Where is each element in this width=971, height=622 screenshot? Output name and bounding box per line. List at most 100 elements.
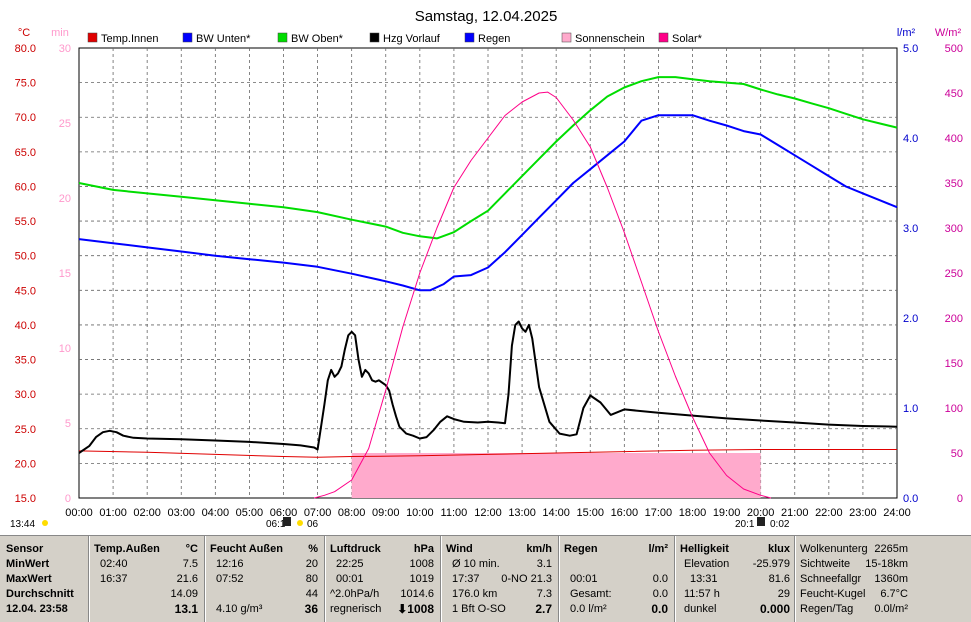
hum-abs: 4.10 g/m³	[216, 603, 263, 615]
separator	[558, 536, 560, 622]
left1-tick-label: 65.0	[15, 147, 36, 159]
x-tick-label: 24:00	[883, 507, 911, 519]
grid	[78, 47, 898, 499]
right1-tick-label: 2.0	[903, 313, 918, 325]
temp-avg: 14.09	[170, 588, 198, 600]
x-tick-label: 06:00	[270, 507, 298, 519]
left2-tick-label: 25	[59, 118, 71, 130]
x-tick-label: 20:00	[747, 507, 775, 519]
legend-swatch-solar	[658, 32, 669, 43]
right2-tick-label: 350	[945, 178, 963, 190]
wind-avg-val: 3.1	[536, 558, 552, 570]
x-tick-label: 22:00	[815, 507, 843, 519]
light-sun-v: 29	[777, 588, 790, 600]
light-header: Helligkeit	[680, 543, 729, 555]
legend-swatch-hzg-vorlauf	[369, 32, 380, 43]
left1-unit: °C	[18, 27, 30, 39]
right2-tick-label: 450	[945, 88, 963, 100]
wind-header: Wind	[446, 543, 473, 555]
hum-unit: %	[308, 543, 318, 555]
line-series	[78, 76, 898, 499]
solar-line	[314, 91, 772, 499]
sensor-header: Sensor	[6, 543, 44, 555]
min-label: MinWert	[6, 558, 50, 570]
wind-dir-deg: 176.0 km	[452, 588, 498, 600]
separator	[674, 536, 676, 622]
area-series	[351, 453, 761, 498]
hum-now: 36	[304, 602, 318, 616]
temp-min-time: 02:40	[100, 558, 128, 570]
legend-swatch-temp-innen	[87, 32, 98, 43]
x-tick-label: 16:00	[611, 507, 639, 519]
left2-tick-label: 15	[59, 268, 71, 280]
right2-tick-label: 100	[945, 403, 963, 415]
light-column: Helligkeit klux Elevation -25.979 13:31 81.…	[680, 540, 792, 620]
left1-tick-label: 50.0	[15, 251, 36, 263]
right2-tick-label: 50	[951, 448, 963, 460]
separator	[88, 536, 90, 622]
humidity-column: Feucht Außen% 12:16 20 07:52 80 44 4.10 g/…	[210, 540, 322, 620]
sunrise-icon	[283, 517, 291, 526]
separator	[794, 536, 796, 622]
right2-tick-label: 200	[945, 313, 963, 325]
left2-tick-label: 30	[59, 43, 71, 55]
misc-v4: 6.7°C	[880, 588, 908, 600]
temp-unit: °C	[185, 543, 198, 555]
pressure-column: Luftdruck hPa 22:25 1008 00:01 1019 ^2.0hPa…	[330, 540, 438, 620]
left2-unit: min	[51, 27, 69, 39]
right2-tick-label: 300	[945, 223, 963, 235]
left1-tick-label: 35.0	[15, 355, 36, 367]
left1-tick-label: 45.0	[15, 285, 36, 297]
separator	[324, 536, 326, 622]
legend-label-bw-unten: BW Unten*	[196, 33, 251, 45]
rain-unit: l/m²	[648, 543, 668, 555]
misc-column: Wolkenunterg 2265m Sichtweite 15-18km Schn…	[800, 540, 910, 620]
hum-max-val: 80	[305, 573, 318, 585]
x-tick-label: 09:00	[372, 507, 400, 519]
x-tick-label: 21:00	[781, 507, 809, 519]
sun-markers: 13:44 06:1 06 20:1 0:02	[10, 517, 790, 530]
right2-unit: W/m²	[935, 27, 962, 39]
right2-tick-label: 150	[945, 358, 963, 370]
light-sun-h: 11:57 h	[684, 588, 720, 600]
sensor-column: Sensor MinWert MaxWert Durchschnitt 12.0…	[6, 540, 86, 620]
press-max-val: 1019	[409, 573, 434, 585]
press-min-time: 22:25	[336, 558, 364, 570]
sunset-icon	[757, 517, 765, 526]
right1-tick-label: 5.0	[903, 43, 918, 55]
rain-l3: 0.0 l/m²	[570, 603, 607, 615]
right1-tick-label: 0.0	[903, 493, 918, 505]
max-label: MaxWert	[6, 573, 52, 585]
wind-column: Wind km/h Ø 10 min. 3.1 17:37 0-NO 21.3 176…	[446, 540, 556, 620]
x-tick-label: 00:00	[65, 507, 93, 519]
legend-label-bw-oben: BW Oben*	[291, 33, 344, 45]
sunset-label-b: 0:02	[770, 519, 790, 530]
left2-tick-label: 5	[65, 418, 71, 430]
left2-tick-label: 10	[59, 343, 71, 355]
x-tick-label: 05:00	[236, 507, 264, 519]
x-tick-label: 04:00	[202, 507, 230, 519]
legend-label-temp-innen: Temp.Innen	[101, 33, 158, 45]
light-unit: klux	[767, 543, 790, 555]
misc-l2: Sichtweite	[800, 558, 851, 570]
x-tick-label: 13:00	[508, 507, 536, 519]
temp-innen-line	[78, 449, 897, 458]
light-now: 0.000	[759, 602, 790, 616]
temp-now: 13.1	[174, 602, 198, 616]
avg-label: Durchschnitt	[6, 588, 74, 600]
hum-max-time: 07:52	[216, 573, 244, 585]
x-tick-label: 19:00	[713, 507, 741, 519]
light-state: dunkel	[684, 603, 717, 615]
light-max-val: 81.6	[768, 573, 790, 585]
sunset-label-a: 20:1	[735, 519, 755, 530]
press-trend: ^2.0hPa/h	[330, 588, 380, 600]
right1-tick-label: 3.0	[903, 223, 918, 235]
x-tick-label: 12:00	[474, 507, 502, 519]
right2-tick-label: 500	[945, 43, 963, 55]
wind-gust-val: 0-NO 21.3	[501, 573, 552, 585]
x-tick-label: 17:00	[645, 507, 673, 519]
legend-label-regen: Regen	[478, 33, 510, 45]
press-min-val: 1008	[409, 558, 434, 570]
sunrise-label-a: 06:1	[266, 519, 286, 530]
light-max-time: 13:31	[690, 573, 718, 585]
